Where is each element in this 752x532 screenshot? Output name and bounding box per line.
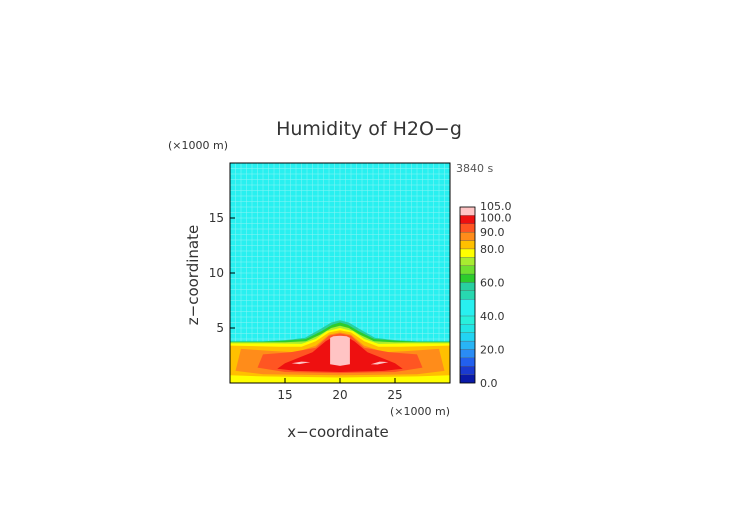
legend-label: 100.0 xyxy=(480,211,512,224)
contour-fills xyxy=(230,320,450,383)
y-tick-label: 5 xyxy=(216,321,224,335)
legend-swatch xyxy=(459,332,476,342)
legend-swatch xyxy=(459,223,476,233)
contour-105 xyxy=(370,361,389,365)
legend-label: 0.0 xyxy=(480,377,498,390)
x-tick-label: 25 xyxy=(387,388,402,402)
legend-label: 80.0 xyxy=(480,243,505,256)
contour-105 xyxy=(291,361,311,365)
y-axis-ticks: 5 10 15 xyxy=(209,211,235,335)
chart-title: Humidity of H2O−g xyxy=(276,118,462,140)
legend-swatch xyxy=(459,257,476,266)
legend-swatch xyxy=(459,299,476,317)
x-tick-label: 20 xyxy=(332,388,347,402)
y-tick-label: 10 xyxy=(209,266,224,280)
x-tick-label: 15 xyxy=(277,388,292,402)
legend-swatch xyxy=(459,273,476,283)
y-axis-label: z−coordinate xyxy=(184,225,202,325)
x-axis-unit: (×1000 m) xyxy=(390,405,450,418)
legend-frame xyxy=(459,206,476,384)
legend-swatch xyxy=(459,324,476,333)
x-axis-ticks: 15 20 25 xyxy=(277,378,403,402)
y-tick-label: 15 xyxy=(209,211,224,225)
legend-swatch xyxy=(459,215,476,224)
legend-swatch xyxy=(459,265,476,275)
legend-label: 40.0 xyxy=(480,310,505,323)
time-label: 3840 s xyxy=(456,162,493,175)
legend-swatch xyxy=(459,357,476,367)
x-axis-label: x−coordinate xyxy=(287,423,388,441)
legend-label: 60.0 xyxy=(480,276,505,289)
legend-swatch xyxy=(459,290,476,300)
contour-105 xyxy=(330,335,350,366)
legend-swatch xyxy=(459,349,476,359)
legend-label: 20.0 xyxy=(480,343,505,356)
y-axis-unit: (×1000 m) xyxy=(168,139,228,152)
legend-label: 90.0 xyxy=(480,226,505,239)
legend-swatch xyxy=(459,231,476,241)
legend-swatch xyxy=(459,374,476,384)
legend-swatch xyxy=(459,240,476,250)
legend-swatch xyxy=(459,206,476,216)
legend-swatch xyxy=(459,248,476,258)
legend-swatch xyxy=(459,366,476,375)
legend-swatch xyxy=(459,315,476,325)
legend-swatch xyxy=(459,282,476,291)
plot-area xyxy=(229,162,451,384)
legend-label: 105.0 xyxy=(480,200,512,213)
legend-swatch xyxy=(459,340,476,350)
